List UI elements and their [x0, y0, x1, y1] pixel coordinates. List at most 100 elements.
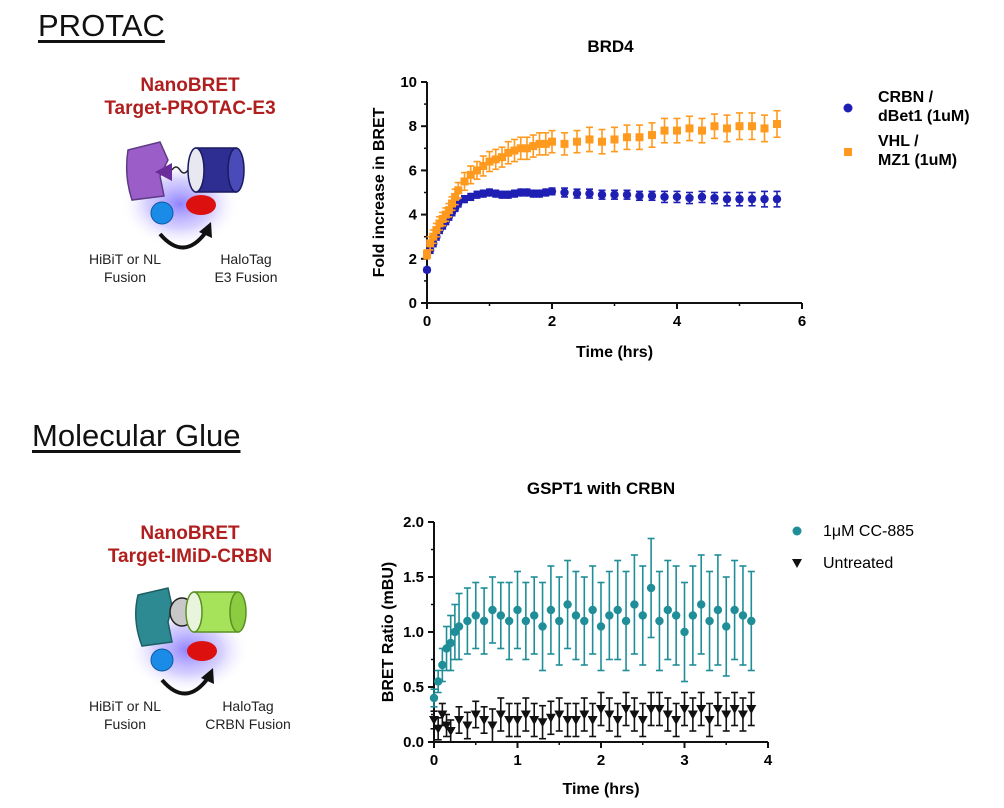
- data-point: [710, 122, 719, 131]
- data-point: [663, 605, 672, 615]
- data-point: [635, 191, 644, 201]
- x-axis-label: Time (hrs): [576, 344, 653, 361]
- data-point: [529, 716, 540, 725]
- glue-assay-title-line1: NanoBRET: [140, 523, 240, 544]
- data-point: [441, 721, 452, 731]
- data-point: [537, 718, 548, 728]
- y-tick-label: 10: [400, 74, 417, 91]
- data-point: [454, 716, 465, 725]
- data-point: [463, 616, 472, 626]
- data-point: [437, 710, 448, 720]
- data-point: [571, 611, 581, 620]
- glue-right-caption: HaloTag CRBN Fusion: [192, 697, 304, 733]
- y-tick-label: 0: [409, 295, 417, 312]
- data-point: [629, 710, 640, 720]
- energy-transfer-arrowhead: [199, 222, 212, 238]
- data-point: [613, 605, 622, 615]
- data-point: [560, 139, 569, 148]
- energy-transfer-arrow-icon: [158, 230, 208, 250]
- legend-label: MZ1 (1uM): [878, 152, 957, 169]
- data-point: [697, 192, 707, 202]
- data-point: [760, 194, 769, 204]
- data-point: [485, 188, 494, 197]
- data-point: [685, 124, 694, 133]
- data-point: [545, 713, 556, 723]
- data-point: [554, 710, 565, 720]
- data-point: [630, 600, 639, 609]
- data-point: [696, 705, 707, 714]
- data-point: [522, 188, 532, 197]
- data-point: [748, 122, 756, 131]
- glue-left-caption-line2: Fusion: [103, 716, 147, 732]
- data-point: [471, 611, 480, 620]
- y-axis-label: BRET Ratio (mBU): [380, 562, 397, 702]
- data-point: [648, 131, 656, 140]
- legend-label: VHL /: [878, 133, 919, 150]
- x-tick-label: 3: [680, 752, 688, 769]
- legend-marker: [844, 148, 852, 156]
- data-point: [435, 219, 444, 228]
- data-point: [773, 119, 781, 128]
- glue-assay-title-line2: Target-IMiD-CRBN: [107, 546, 273, 567]
- y-tick-label: 2: [409, 251, 417, 268]
- protac-left-caption: HiBiT or NL Fusion: [80, 250, 170, 286]
- data-point: [623, 133, 631, 142]
- halotag-acceptor-icon: [186, 195, 216, 215]
- data-point: [596, 622, 606, 631]
- protac-right-caption-line2: E3 Fusion: [214, 269, 278, 285]
- data-point: [541, 188, 550, 197]
- data-point: [588, 605, 597, 615]
- data-point: [438, 215, 447, 224]
- data-point: [610, 135, 619, 144]
- legend-marker: [792, 526, 802, 536]
- protac-linker: [171, 166, 189, 174]
- data-point: [462, 721, 473, 731]
- data-point: [570, 716, 581, 725]
- data-point: [671, 716, 682, 725]
- data-point: [563, 600, 572, 609]
- data-point: [535, 189, 544, 198]
- data-point: [622, 190, 632, 199]
- data-point: [654, 705, 665, 714]
- data-point: [441, 210, 450, 219]
- data-point: [680, 627, 689, 637]
- data-point: [454, 186, 463, 195]
- data-point: [523, 144, 531, 153]
- data-point: [504, 148, 513, 157]
- y-tick-label: 8: [409, 118, 417, 135]
- data-point: [498, 153, 506, 162]
- data-point: [612, 716, 623, 725]
- data-point: [438, 660, 447, 670]
- data-point: [529, 142, 538, 151]
- data-point: [541, 139, 550, 148]
- data-point: [722, 622, 731, 631]
- x-tick-label: 6: [798, 313, 806, 330]
- data-point: [646, 583, 656, 593]
- data-point: [747, 616, 756, 626]
- x-tick-label: 2: [548, 313, 556, 330]
- data-point: [454, 622, 464, 631]
- data-point: [520, 710, 531, 720]
- x-tick-label: 4: [764, 752, 773, 769]
- y-axis-label: Fold increase in BRET: [371, 107, 388, 277]
- y-tick-label: 4: [409, 207, 418, 224]
- data-point: [747, 194, 757, 204]
- x-tick-label: 0: [423, 313, 431, 330]
- glue-left-caption: HiBiT or NL Fusion: [80, 697, 170, 733]
- data-point: [604, 710, 615, 720]
- glue-energy-transfer-arrowhead: [201, 668, 214, 684]
- data-point: [491, 189, 500, 198]
- data-point: [573, 137, 581, 146]
- data-point: [673, 126, 681, 135]
- data-point: [735, 194, 744, 204]
- protac-assay-title: NanoBRET Target-PROTAC-E3: [60, 74, 320, 120]
- data-point: [723, 124, 731, 133]
- data-point: [529, 189, 538, 198]
- data-point: [479, 189, 488, 198]
- data-point: [685, 193, 694, 203]
- data-point: [597, 190, 607, 199]
- protac-right-caption-line1: HaloTag: [220, 251, 272, 267]
- protac-left-caption-line2: Fusion: [103, 269, 147, 285]
- data-point: [504, 616, 514, 626]
